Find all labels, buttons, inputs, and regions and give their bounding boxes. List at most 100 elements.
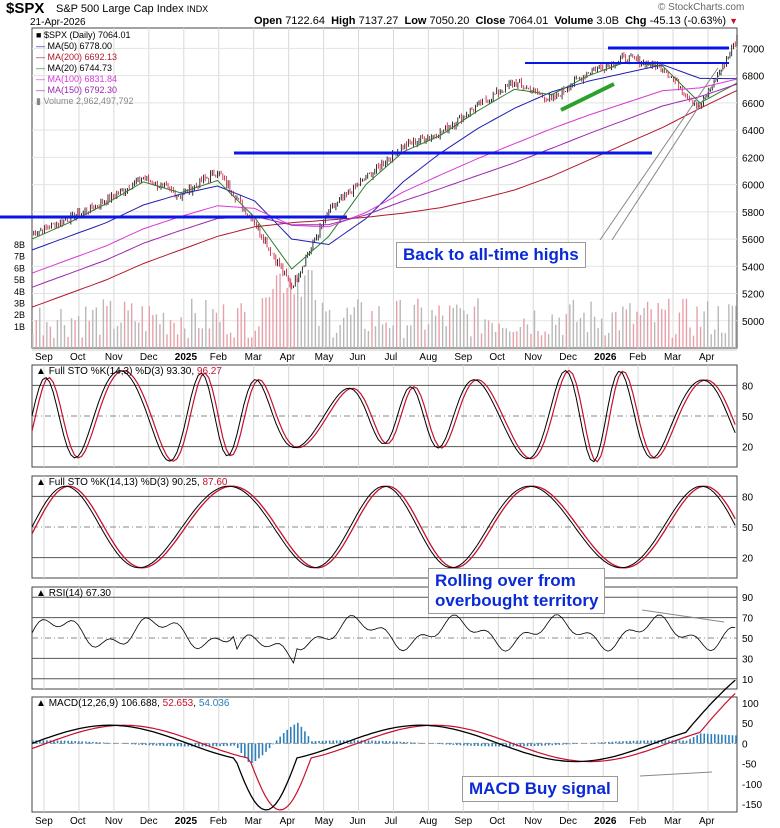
macd-hist-bar — [39, 740, 41, 744]
legend-ma200-text: MA(200) 6692.13 — [47, 52, 118, 62]
macd-hist-bar — [194, 743, 197, 747]
macd-hist-bar — [395, 741, 398, 744]
macd-hist-bar — [706, 733, 709, 744]
volume-bar — [646, 301, 649, 348]
volume-bar — [261, 298, 264, 348]
price-tick-label: 5800 — [742, 208, 765, 219]
macd-hist-bar — [685, 740, 688, 744]
volume-bar — [173, 322, 175, 348]
macd-hist-bar — [678, 740, 681, 744]
macd-hist-bar — [102, 742, 105, 744]
sto1-tick-label: 20 — [742, 443, 754, 454]
volume-bar — [176, 334, 179, 348]
macd-hist-bar — [491, 743, 493, 747]
volume-bar — [413, 304, 416, 348]
macd-hist-bar — [487, 743, 490, 747]
callout-overbought-line2: overbought territory — [435, 591, 599, 610]
macd-hist-bar — [494, 743, 497, 747]
volume-bar — [516, 331, 518, 348]
ma50-line — [31, 64, 738, 251]
volume-tick-label: 1B — [14, 322, 25, 332]
volume-bar — [222, 304, 225, 348]
macd-title-icon: ▲ — [36, 698, 46, 709]
volume-bar — [466, 314, 469, 348]
macd-hist-bar — [381, 740, 384, 744]
macd-hist-bar — [466, 743, 469, 746]
macd-hist-bar — [275, 740, 278, 744]
macd-hist-bar — [731, 735, 734, 744]
x-tick-label: May — [315, 352, 334, 363]
x-tick-label-bottom: Oct — [489, 816, 505, 827]
x-tick-label: 2026 — [594, 352, 617, 363]
macd-hist-bar — [509, 743, 511, 747]
volume-bar — [547, 334, 550, 348]
macd-hist-bar — [593, 742, 596, 744]
volume-bar — [113, 328, 115, 348]
x-tick-label: Aug — [419, 352, 437, 363]
macd-hist-bar — [364, 740, 366, 744]
macd-hist-bar — [145, 743, 147, 746]
macd-hist-bar — [318, 740, 320, 744]
volume-bar — [427, 324, 430, 348]
legend-volume: ▮ Volume 2,962,497,792 — [36, 96, 134, 106]
volume-bar — [512, 332, 515, 348]
macd-hist-bar — [565, 743, 568, 745]
macd-hist-bar — [70, 740, 73, 744]
price-tick-label: 6000 — [742, 181, 765, 192]
macd-signal-line — [31, 692, 736, 811]
x-tick-label-bottom: Jun — [350, 816, 366, 827]
macd-hist-bar — [335, 740, 338, 744]
macd-hist-bar — [304, 731, 306, 744]
x-tick-label-bottom: Sep — [454, 816, 472, 827]
volume-bar — [191, 298, 193, 348]
volume-bar — [629, 303, 631, 348]
volume-tick-label: 2B — [14, 310, 25, 320]
volume-bar — [258, 326, 260, 348]
price-tick-label: 6600 — [742, 99, 765, 110]
macd-tick-label: -150 — [742, 800, 762, 811]
macd-hist-bar — [74, 741, 77, 744]
macd-hist-bar — [81, 741, 84, 744]
macd-hist-bar — [480, 743, 483, 747]
macd-hist-bar — [166, 743, 168, 747]
volume-bar — [42, 335, 45, 348]
macd-hist-value: 54.036 — [198, 698, 230, 709]
volume-bar — [381, 324, 384, 348]
macd-line — [31, 679, 736, 811]
chg-label: Chg — [625, 15, 647, 27]
volume-bar — [632, 323, 635, 348]
volume-bar — [32, 333, 34, 348]
macd-title-text: MACD(12,26,9) — [48, 698, 119, 709]
volume-bar — [251, 337, 253, 348]
volume-bar — [180, 317, 182, 348]
volume-value: 3.0B — [596, 15, 619, 27]
volume-bar — [696, 306, 698, 348]
volume-bar — [735, 305, 737, 348]
macd-hist-bar — [265, 743, 267, 752]
volume-bar — [123, 301, 126, 348]
macd-hist-bar — [470, 743, 472, 746]
volume-bar — [321, 302, 324, 348]
macd-hist-bar — [540, 743, 543, 746]
rsi-title-icon: ▲ — [36, 588, 46, 599]
macd-hist-bar — [551, 743, 554, 746]
volume-bar — [374, 326, 377, 348]
volume-bar — [371, 311, 373, 348]
volume-bar — [353, 307, 355, 348]
volume-bar — [265, 297, 267, 348]
macd-title: ▲ MACD(12,26,9) 106.688, 52.653, 54.036 — [36, 698, 230, 709]
volume-bar — [378, 306, 380, 348]
sto2-tick-label: 50 — [742, 523, 754, 534]
x-tick-label-bottom: 2025 — [175, 816, 198, 827]
volume-bar — [116, 325, 119, 348]
close-label: Close — [475, 15, 506, 27]
x-tick-label-bottom: Apr — [280, 816, 296, 827]
volume-bar — [233, 337, 235, 348]
x-tick-label: Jun — [350, 352, 366, 363]
macd-hist-bar — [67, 740, 69, 744]
macd-hist-bar — [56, 740, 59, 744]
volume-bar — [441, 315, 444, 348]
index-name: S&P 500 Large Cap Index INDX — [56, 3, 208, 15]
macd-tick-label: 100 — [742, 699, 759, 710]
volume-bar — [452, 307, 454, 348]
